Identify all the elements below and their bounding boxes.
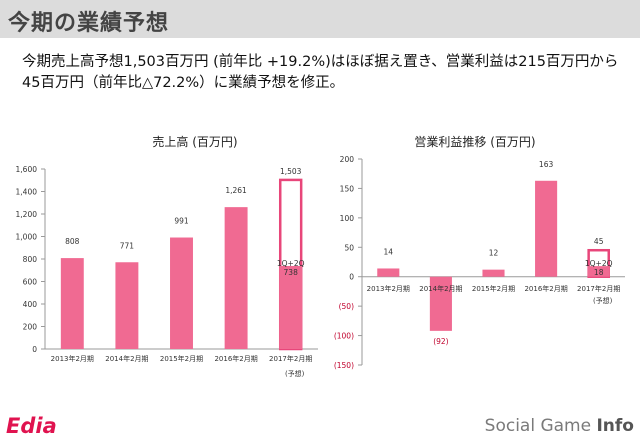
chart0-y-tick-label: 600 xyxy=(23,278,38,287)
chart0-y-tick-label: 0 xyxy=(32,345,37,354)
chart1-y-tick-label: 150 xyxy=(340,184,355,193)
description: 今期売上高予想1,503百万円 (前年比 +19.2%)はほぼ据え置き、営業利益… xyxy=(22,52,627,94)
chart0-data-label-1: 808 xyxy=(65,237,80,246)
chart0-y-tick-label: 1,000 xyxy=(16,233,38,242)
chart0-category-label-1: 2013年2月期 xyxy=(51,354,94,363)
chart1-bar-2 xyxy=(429,276,452,331)
chart1-forecast-total-label: 45 xyxy=(594,237,604,246)
chart1-data-label-5: 18 xyxy=(594,268,604,277)
chart1-bar-4 xyxy=(535,180,558,277)
chart0-y-tick-label: 1,600 xyxy=(16,165,38,174)
chart0-bar-3 xyxy=(170,237,193,349)
chart1-y-tick-label: (50) xyxy=(339,302,354,311)
chart0-category-note: (予想) xyxy=(285,369,305,378)
brand-right: Info xyxy=(596,416,634,436)
chart1-y-tick-label: 200 xyxy=(340,155,355,164)
chart0-y-tick-label: 1,400 xyxy=(16,188,38,197)
brand-left: Social Game xyxy=(484,416,597,436)
chart1-category-label-1: 2013年2月期 xyxy=(367,284,410,293)
chart1-y-tick-label: 50 xyxy=(344,243,354,252)
chart1-category-label-2: 2014年2月期 xyxy=(419,284,462,293)
chart1-y-tick-label: 100 xyxy=(340,214,355,223)
page-title: 今期の業績予想 xyxy=(8,11,170,36)
title-bar: 今期の業績予想 xyxy=(0,0,640,38)
chart1-bar-3 xyxy=(482,269,505,277)
chart0-bar-2 xyxy=(115,262,139,349)
chart0-bar-5 xyxy=(279,265,303,349)
chart1-bar-1 xyxy=(377,268,400,277)
chart0-bar-1 xyxy=(60,258,84,349)
brand-watermark: Social Game Info xyxy=(485,416,634,436)
description-line-2: 45百万円（前年比△72.2%）に業績予想を修正。 xyxy=(22,75,345,91)
sales-chart-title: 売上高 (百万円) xyxy=(152,135,238,149)
chart0-data-label-2: 771 xyxy=(120,241,135,250)
edia-logo: Edia xyxy=(6,414,57,438)
chart0-category-label-2: 2014年2月期 xyxy=(105,354,148,363)
chart1-data-label-3: 12 xyxy=(489,249,499,258)
chart0-data-label-3: 991 xyxy=(174,217,189,226)
chart0-category-label-5: 2017年2月期 xyxy=(269,354,312,363)
chart0-forecast-total-label: 1,503 xyxy=(280,167,302,176)
chart0-y-tick-label: 200 xyxy=(23,323,38,332)
chart0-y-tick-label: 800 xyxy=(23,255,38,264)
chart1-y-tick-label: (150) xyxy=(334,361,354,370)
profit-chart-title: 営業利益推移 (百万円) xyxy=(414,135,536,149)
chart1-bar-5 xyxy=(587,266,610,277)
chart0-partial-label: 1Q+2Q xyxy=(277,259,305,268)
chart1-partial-label: 1Q+2Q xyxy=(585,259,613,268)
chart1-data-label-1: 14 xyxy=(384,247,394,256)
chart0-bar-4 xyxy=(224,207,248,349)
chart0-category-label-4: 2016年2月期 xyxy=(214,354,257,363)
chart0-y-tick-label: 400 xyxy=(23,300,38,309)
chart0-data-label-5: 738 xyxy=(284,268,299,277)
chart0-y-tick-label: 1,200 xyxy=(16,210,38,219)
chart1-y-tick-label: (100) xyxy=(334,332,354,341)
chart1-category-label-4: 2016年2月期 xyxy=(524,284,567,293)
chart1-category-label-3: 2015年2月期 xyxy=(472,284,515,293)
chart1-y-tick-label: 0 xyxy=(349,273,354,282)
chart0-category-label-3: 2015年2月期 xyxy=(160,354,203,363)
chart1-category-note: (予想) xyxy=(593,296,613,305)
chart1-category-label-5: 2017年2月期 xyxy=(577,284,620,293)
description-line-1: 今期売上高予想1,503百万円 (前年比 +19.2%)はほぼ据え置き、営業利益… xyxy=(22,54,619,70)
chart0-data-label-4: 1,261 xyxy=(225,186,247,195)
chart1-data-label-2: (92) xyxy=(433,337,448,346)
chart1-data-label-4: 163 xyxy=(539,160,554,169)
